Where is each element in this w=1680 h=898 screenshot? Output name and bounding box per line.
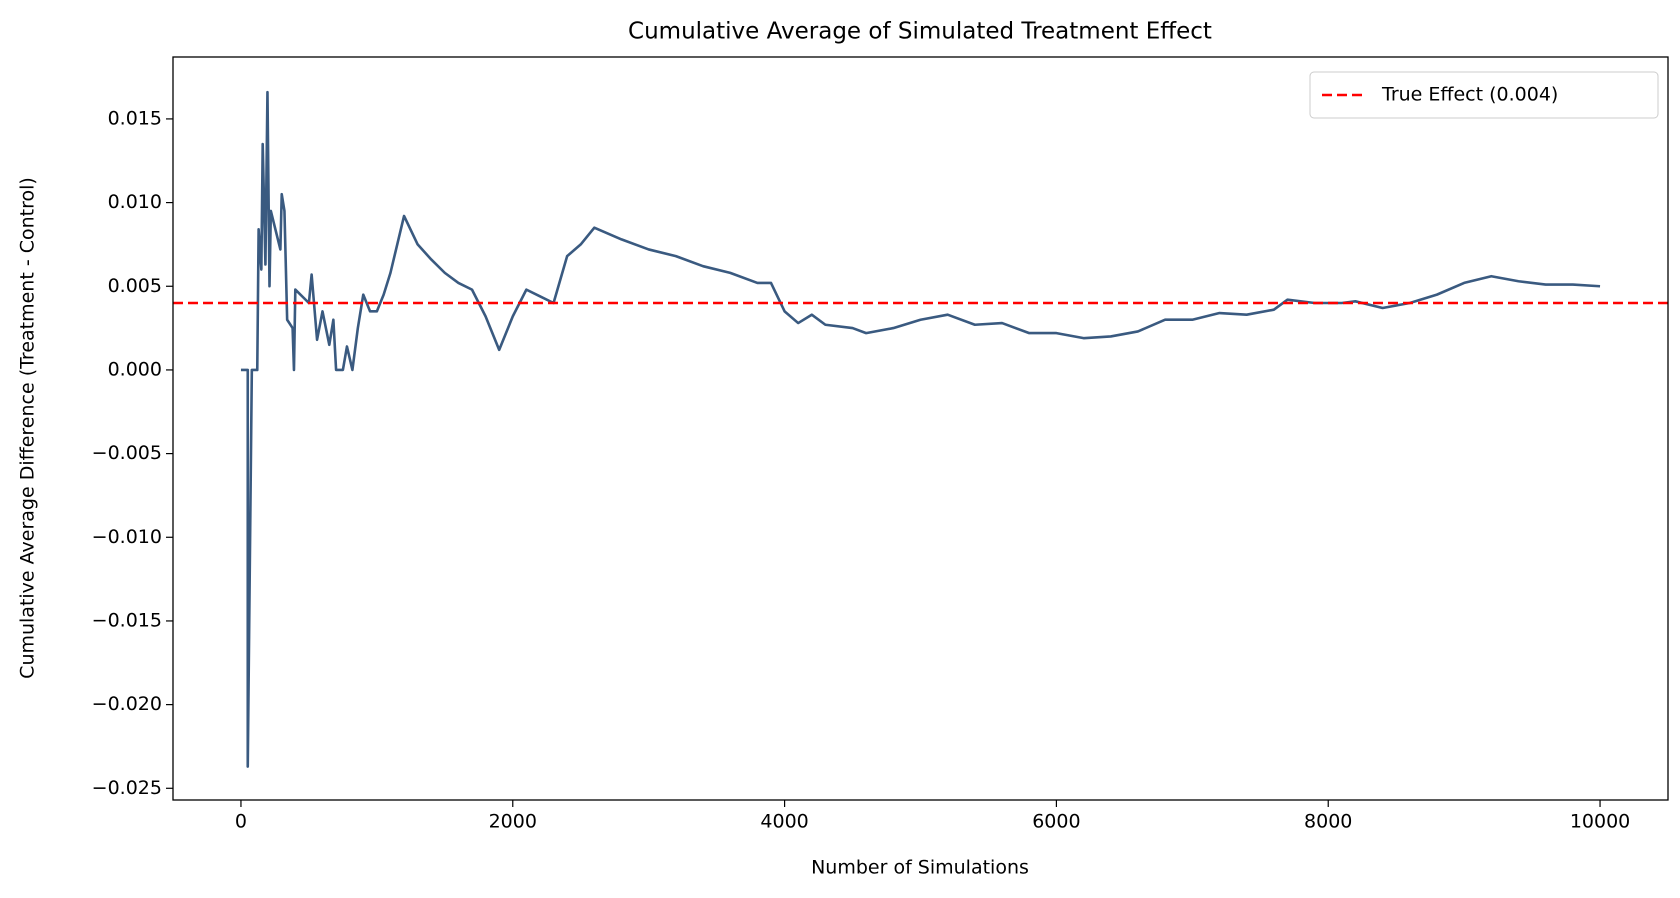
y-tick-label: −0.015 xyxy=(92,609,162,631)
x-tick-label: 10000 xyxy=(1570,811,1630,833)
legend-box xyxy=(1309,71,1659,119)
y-tick-label: −0.005 xyxy=(92,442,162,464)
y-tick-label: −0.010 xyxy=(92,526,162,548)
x-tick-label: 8000 xyxy=(1304,811,1352,833)
y-tick-label: 0.000 xyxy=(108,358,162,380)
x-tick-label: 0 xyxy=(235,811,247,833)
y-tick-label: 0.005 xyxy=(108,275,162,297)
y-tick-label: 0.015 xyxy=(108,107,162,129)
chart-title: Cumulative Average of Simulated Treatmen… xyxy=(628,19,1212,45)
y-axis-label: Cumulative Average Difference (Treatment… xyxy=(17,177,39,679)
y-tick-label: −0.025 xyxy=(92,777,162,799)
data-line xyxy=(240,90,1601,768)
plot-frame xyxy=(172,56,1669,801)
x-tick-label: 4000 xyxy=(760,811,808,833)
y-tick-label: 0.010 xyxy=(108,191,162,213)
y-tick-label: −0.020 xyxy=(92,693,162,715)
x-axis-label: Number of Simulations xyxy=(811,857,1029,879)
x-tick-label: 6000 xyxy=(1032,811,1080,833)
legend-label: True Effect (0.004) xyxy=(1381,84,1558,106)
x-tick-label: 2000 xyxy=(489,811,537,833)
